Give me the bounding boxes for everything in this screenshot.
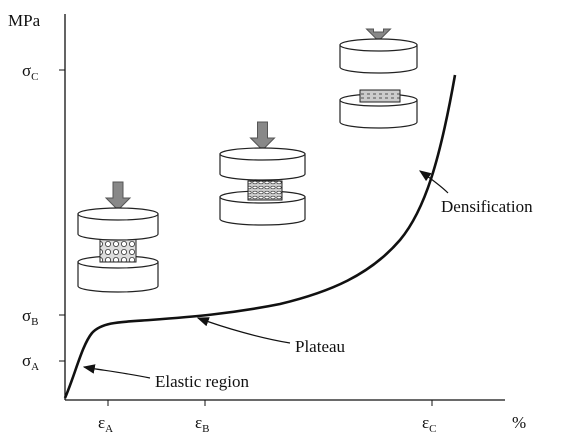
x-label: εA xyxy=(98,413,113,435)
platen-top xyxy=(77,207,159,221)
x-label: εC xyxy=(422,413,436,435)
x-label: εB xyxy=(195,413,209,435)
annotation: Elastic region xyxy=(155,372,249,391)
arrow xyxy=(196,317,291,344)
y-label: σB xyxy=(22,306,39,328)
svg-text:εA: εA xyxy=(98,413,113,435)
svg-text:σB: σB xyxy=(22,306,39,328)
platen xyxy=(77,213,159,241)
sample xyxy=(247,180,283,201)
platen xyxy=(339,99,418,129)
platen xyxy=(77,261,159,293)
platen-top xyxy=(339,38,418,52)
platen xyxy=(219,196,306,226)
compression-icons xyxy=(77,28,418,293)
svg-text:σC: σC xyxy=(22,61,39,83)
load-arrow xyxy=(249,121,276,151)
sample xyxy=(359,89,401,103)
platen xyxy=(219,153,306,181)
load-arrow xyxy=(104,181,132,211)
annotation: Densification xyxy=(441,197,533,216)
stress-strain-curve xyxy=(63,74,457,399)
arrow xyxy=(419,170,449,194)
y-label: σA xyxy=(22,351,39,373)
svg-text:εB: εB xyxy=(195,413,209,435)
platen-top xyxy=(219,147,306,161)
x-unit: % xyxy=(512,413,526,432)
annotation: Plateau xyxy=(295,337,346,356)
svg-text:σA: σA xyxy=(22,351,39,373)
sample xyxy=(99,237,137,263)
platen xyxy=(339,44,418,74)
load-arrow xyxy=(365,28,392,42)
y-unit: MPa xyxy=(8,11,41,30)
y-label: σC xyxy=(22,61,39,83)
svg-text:εC: εC xyxy=(422,413,436,435)
arrow xyxy=(82,364,151,379)
